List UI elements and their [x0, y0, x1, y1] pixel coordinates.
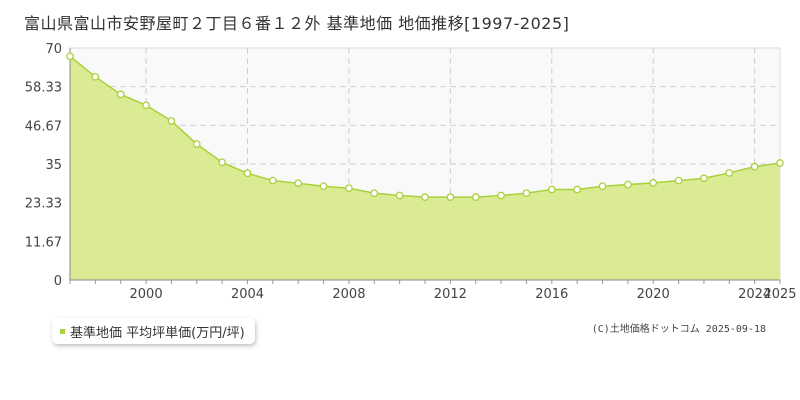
y-tick-label: 0	[54, 274, 62, 289]
data-point	[370, 189, 379, 198]
chart-title: 富山県富山市安野屋町２丁目６番１２外 基準地価 地価推移[1997-2025]	[24, 14, 570, 33]
data-point	[547, 185, 556, 194]
data-point	[218, 158, 226, 167]
data-point	[497, 191, 505, 200]
data-point	[142, 101, 150, 110]
data-point	[700, 174, 708, 183]
x-tick-label: 2025	[763, 287, 796, 302]
series-area	[70, 56, 780, 280]
x-tick-label: 2008	[332, 287, 365, 302]
legend-swatch	[60, 328, 65, 334]
data-point	[624, 180, 632, 189]
data-point	[471, 193, 480, 201]
data-point	[294, 179, 303, 188]
points	[66, 52, 784, 201]
y-tick-label: 11.67	[25, 235, 62, 250]
x-tick-label: 2000	[130, 287, 163, 302]
data-point	[573, 185, 581, 194]
data-point	[776, 159, 784, 167]
data-point	[649, 179, 658, 187]
y-tick-label: 35	[45, 158, 62, 173]
x-tick-label: 2012	[434, 287, 467, 302]
data-point	[750, 162, 759, 171]
data-point	[598, 182, 607, 191]
y-tick-label: 58.33	[25, 81, 62, 96]
x-tick-label: 2020	[637, 287, 670, 302]
credit-text: (C)土地価格ドットコム 2025-09-18	[591, 324, 766, 335]
legend-label: 基準地価 平均坪単価(万円/坪)	[70, 325, 245, 341]
data-point	[446, 193, 455, 201]
data-point	[319, 182, 328, 191]
y-tick-label: 46.67	[25, 119, 62, 134]
data-point	[421, 193, 429, 201]
axes	[69, 48, 781, 284]
data-point	[725, 169, 734, 177]
x-tick-label: 2016	[535, 287, 568, 302]
data-point	[91, 72, 100, 81]
y-tick-label: 70	[45, 42, 62, 57]
data-point	[243, 169, 252, 178]
data-point	[66, 52, 74, 61]
data-point	[192, 140, 201, 148]
x-tick-label: 2024	[738, 287, 771, 302]
legend[interactable]: 基準地価 平均坪単価(万円/坪)	[52, 318, 255, 344]
data-point	[345, 184, 353, 193]
y-tick-label: 23.33	[25, 197, 62, 212]
data-point	[116, 90, 125, 99]
tick-labels: 0 11.67 23.33 35 46.67 58.33 70 2000 2004 2008 201…	[25, 42, 797, 302]
data-point	[269, 176, 277, 185]
data-point	[522, 189, 531, 198]
data-point	[674, 176, 683, 185]
data-point	[167, 117, 176, 125]
x-tick-label: 2004	[231, 287, 264, 302]
data-point	[395, 191, 404, 200]
